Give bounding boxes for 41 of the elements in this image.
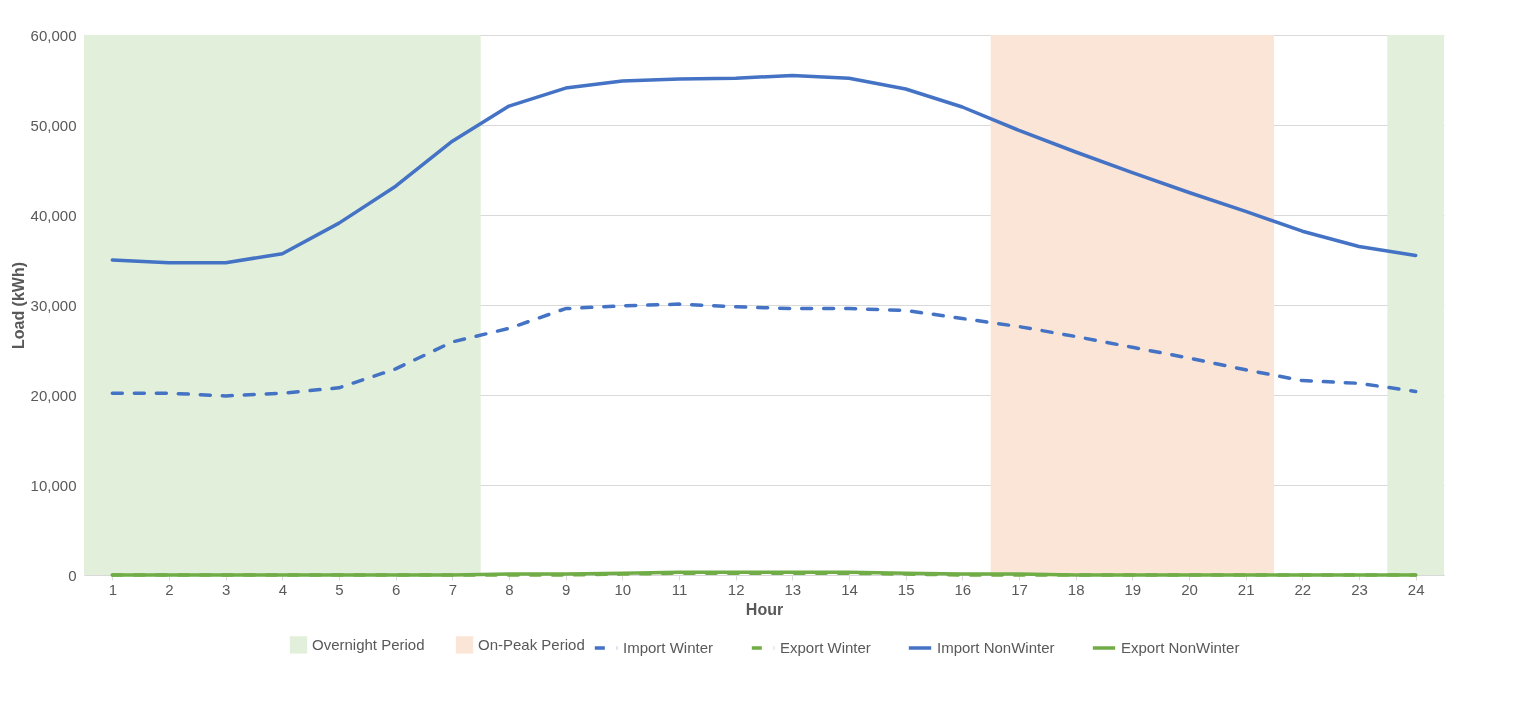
y-tick-label: 60,000 xyxy=(30,26,77,44)
legend-label: Export NonWinter xyxy=(1121,639,1240,656)
x-tick-label: 2 xyxy=(165,580,174,598)
x-tick-label: 13 xyxy=(784,580,802,598)
y-tick-label: 40,000 xyxy=(30,206,77,224)
x-tick-label: 5 xyxy=(335,580,344,598)
x-tick-label: 12 xyxy=(727,580,745,598)
x-tick-label: 19 xyxy=(1124,580,1142,598)
x-axis-title: Hour xyxy=(745,600,784,618)
x-tick-label: 17 xyxy=(1011,580,1028,598)
x-tick-label: 7 xyxy=(448,580,458,598)
x-tick-label: 21 xyxy=(1237,580,1255,598)
y-tick-label: 0 xyxy=(68,566,77,584)
x-tick-label: 3 xyxy=(221,580,231,598)
x-tick-label: 24 xyxy=(1407,580,1425,598)
legend-label: Import Winter xyxy=(623,639,714,656)
y-tick-label: 30,000 xyxy=(30,296,77,314)
line-series xyxy=(110,73,1418,265)
x-tick-label: 20 xyxy=(1181,580,1198,598)
legend-label: Overnight Period xyxy=(312,635,425,653)
x-tick-label: 10 xyxy=(614,580,632,598)
x-tick-label: 23 xyxy=(1351,580,1368,598)
x-tick-label: 16 xyxy=(954,580,972,598)
y-tick-label: 20,000 xyxy=(30,386,77,404)
x-tick-label: 9 xyxy=(561,580,571,598)
y-tick-label: 50,000 xyxy=(30,116,77,134)
x-tick-label: 18 xyxy=(1067,580,1085,598)
legend-label: On-Peak Period xyxy=(478,635,585,653)
x-tick-label: 4 xyxy=(278,580,288,598)
x-tick-label: 1 xyxy=(108,580,118,598)
y-tick-label: 10,000 xyxy=(30,476,77,494)
y-axis-title: Load (kWh) xyxy=(9,261,27,350)
x-tick-label: 6 xyxy=(391,580,401,598)
x-tick-label: 14 xyxy=(841,580,858,598)
x-tick-label: 22 xyxy=(1294,580,1312,598)
legend-label: Import NonWinter xyxy=(937,639,1055,656)
x-tick-label: 11 xyxy=(671,580,688,598)
x-tick-label: 8 xyxy=(505,580,514,598)
legend-label: Export Winter xyxy=(780,639,871,656)
x-tick-label: 15 xyxy=(897,580,915,598)
line-series xyxy=(110,302,1418,398)
